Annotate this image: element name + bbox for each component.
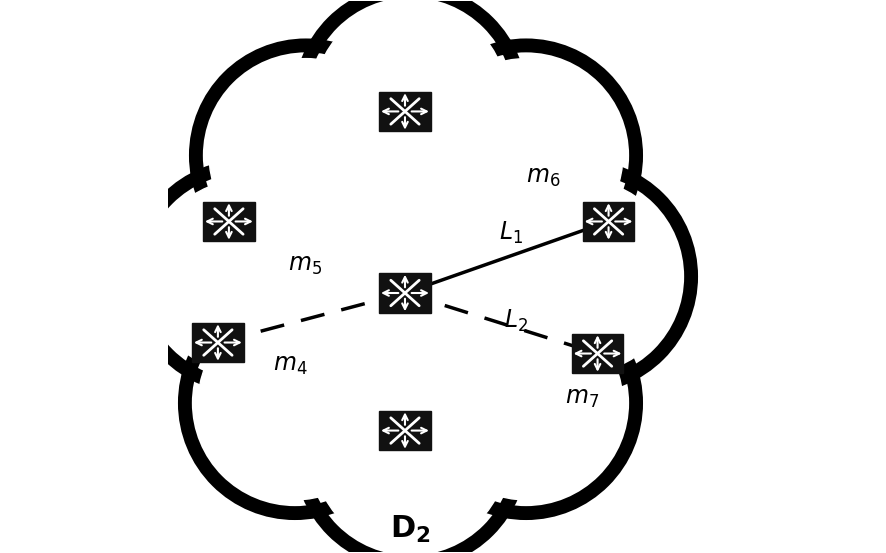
Bar — [192, 323, 244, 362]
Bar — [582, 202, 633, 241]
Circle shape — [429, 59, 622, 252]
Circle shape — [300, 0, 520, 211]
Text: $\bf{D_2}$: $\bf{D_2}$ — [390, 514, 431, 545]
Circle shape — [484, 180, 677, 373]
Circle shape — [416, 45, 635, 265]
Bar — [379, 273, 431, 312]
Circle shape — [470, 166, 690, 387]
Circle shape — [314, 3, 507, 197]
Circle shape — [198, 306, 392, 500]
Bar — [571, 334, 623, 373]
Bar — [203, 202, 254, 241]
Text: $m_6$: $m_6$ — [525, 165, 560, 190]
Ellipse shape — [179, 84, 641, 469]
Text: $m_5$: $m_5$ — [288, 253, 323, 278]
Text: $L_2$: $L_2$ — [503, 307, 527, 333]
Text: $m_7$: $m_7$ — [563, 385, 598, 410]
Circle shape — [429, 306, 622, 500]
Circle shape — [196, 45, 416, 265]
Text: $m_4$: $m_4$ — [273, 352, 307, 377]
Circle shape — [416, 293, 635, 513]
Ellipse shape — [190, 93, 629, 460]
Bar — [379, 92, 431, 131]
Circle shape — [136, 166, 355, 387]
Text: $L_1$: $L_1$ — [498, 220, 522, 246]
Bar — [379, 411, 431, 450]
Circle shape — [300, 342, 520, 553]
Circle shape — [184, 293, 405, 513]
Circle shape — [209, 59, 402, 252]
Circle shape — [314, 356, 507, 550]
Circle shape — [149, 180, 342, 373]
